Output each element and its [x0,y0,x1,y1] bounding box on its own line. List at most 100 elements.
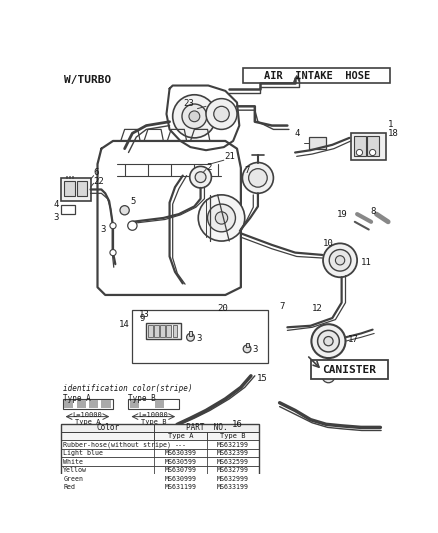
Text: 23: 23 [183,100,194,109]
Bar [76,400,86,408]
Text: 14: 14 [118,320,129,329]
Text: MS630999: MS630999 [164,475,196,482]
Circle shape [205,99,237,130]
Text: MS633199: MS633199 [217,484,248,490]
Bar [166,325,171,337]
Bar [308,137,325,149]
Circle shape [356,149,362,156]
Bar [61,424,259,491]
Circle shape [243,345,251,353]
Text: 8: 8 [370,207,375,216]
Text: MS630399: MS630399 [164,450,196,456]
Text: MS632599: MS632599 [217,459,248,465]
Text: Type A: Type A [63,393,90,402]
Bar [76,181,87,196]
Bar [188,331,191,336]
Circle shape [242,163,273,193]
Text: 3: 3 [53,213,59,222]
Text: 11: 11 [360,258,371,267]
Text: 3: 3 [252,345,257,354]
Text: 6: 6 [93,168,99,177]
Circle shape [120,206,129,215]
Text: MS632399: MS632399 [217,450,248,456]
Text: 3: 3 [100,225,106,234]
Circle shape [188,111,199,122]
Bar [172,325,177,337]
Text: 12: 12 [311,304,321,313]
Bar [310,360,387,379]
Bar [61,205,75,214]
Circle shape [207,204,235,232]
Bar [61,457,259,466]
Circle shape [311,324,345,358]
Text: 7: 7 [244,166,250,175]
Bar [154,325,159,337]
Text: AIR  INTAKE  HOSE: AIR INTAKE HOSE [263,70,369,80]
Bar [61,449,259,457]
Circle shape [323,336,332,346]
Circle shape [189,166,211,188]
Text: Color: Color [96,423,119,432]
Circle shape [195,172,205,182]
Bar [64,400,73,408]
Text: 9: 9 [139,313,145,322]
Bar [61,432,259,440]
Text: W/TURBO: W/TURBO [64,75,111,85]
Circle shape [110,223,116,229]
Bar [245,343,248,348]
Circle shape [321,370,334,383]
Text: L=10000: L=10000 [72,412,102,418]
Bar [130,400,139,408]
Text: MS630799: MS630799 [164,467,196,473]
Circle shape [248,168,267,187]
Text: 7: 7 [279,302,284,311]
Bar [63,399,113,409]
Text: MS632999: MS632999 [217,475,248,482]
Circle shape [322,244,356,277]
Circle shape [127,221,137,230]
Text: ---: --- [174,442,186,448]
Text: 22: 22 [93,176,104,185]
Text: 4: 4 [294,129,299,138]
Text: MS630599: MS630599 [164,459,196,465]
Text: 3: 3 [195,334,201,343]
Text: Green: Green [63,475,83,482]
Circle shape [182,104,206,128]
Text: 5: 5 [131,197,136,206]
Text: 15: 15 [256,374,266,383]
Circle shape [213,106,229,122]
Bar [128,399,178,409]
Text: Red: Red [63,484,75,490]
Circle shape [198,195,244,241]
Text: 1: 1 [387,119,392,128]
Bar [132,310,267,363]
Text: Type B: Type B [220,433,245,439]
Circle shape [317,330,339,352]
Bar [366,136,378,156]
Bar [350,133,385,160]
Text: Type A: Type A [167,433,193,439]
Text: 4: 4 [53,200,59,209]
Text: 2: 2 [205,164,211,172]
Text: MS632799: MS632799 [217,467,248,473]
Text: 17: 17 [347,335,358,344]
Text: L=10000: L=10000 [138,412,168,418]
Text: Type B: Type B [128,393,156,402]
Circle shape [110,249,116,256]
Bar [61,483,259,491]
Text: 10: 10 [322,239,333,248]
Bar [64,181,75,196]
Text: MS632199: MS632199 [217,442,248,448]
Text: 19: 19 [336,209,347,219]
Bar [353,136,365,156]
Bar [243,68,389,83]
Text: Yellow: Yellow [63,467,87,473]
Circle shape [172,95,215,138]
Bar [142,400,152,408]
Bar [61,466,259,474]
Text: White: White [63,459,83,465]
Text: MS631199: MS631199 [164,484,196,490]
Bar [167,400,176,408]
Circle shape [215,212,227,224]
Text: Rubber-hose(without stripe): Rubber-hose(without stripe) [63,441,171,448]
